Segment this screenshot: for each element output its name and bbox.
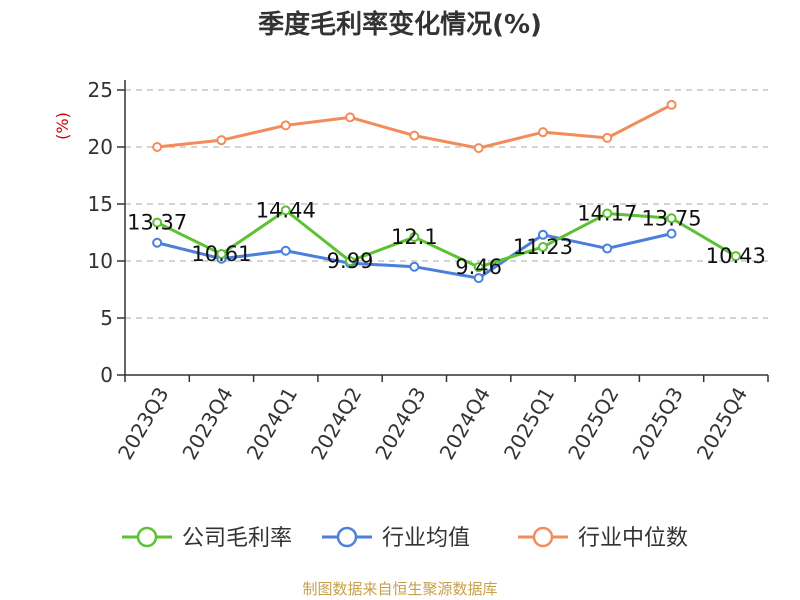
data-label: 12.1 — [391, 225, 438, 249]
data-point — [409, 261, 420, 272]
data-point — [152, 217, 163, 228]
data-point — [473, 143, 484, 154]
data-label: 9.99 — [327, 249, 374, 273]
data-label: 9.46 — [455, 255, 502, 279]
data-point — [473, 262, 484, 273]
data-point — [409, 232, 420, 243]
data-point — [537, 229, 548, 240]
data-point — [345, 256, 356, 267]
y-axis-ticks: 0 5 10 15 20 25 — [88, 78, 125, 387]
data-point — [409, 130, 420, 141]
data-point — [666, 99, 677, 110]
data-point — [602, 132, 613, 143]
legend-label: 行业均值 — [382, 526, 470, 551]
x-tick-label: 2024Q4 — [435, 383, 495, 464]
x-tick-label: 2025Q4 — [692, 383, 752, 464]
data-point — [537, 127, 548, 138]
x-tick-label: 2025Q1 — [499, 383, 559, 464]
data-point — [602, 243, 613, 254]
chart-title: 季度毛利率变化情况(%) — [258, 10, 542, 40]
y-tick-label: 20 — [88, 135, 113, 159]
data-point — [473, 273, 484, 284]
legend: 公司毛利率 行业均值 行业中位数 — [122, 526, 688, 551]
legend-marker — [336, 526, 358, 548]
data-point — [152, 142, 163, 152]
y-tick-label: 25 — [88, 78, 113, 102]
x-tick-label: 2025Q2 — [563, 383, 623, 464]
x-tick-label: 2023Q4 — [177, 383, 237, 464]
data-point — [602, 208, 613, 219]
legend-label: 公司毛利率 — [182, 526, 292, 551]
data-point — [280, 205, 291, 216]
legend-marker — [136, 526, 158, 548]
data-point — [280, 120, 291, 131]
data-label: 13.37 — [127, 211, 187, 235]
x-tick-label: 2024Q3 — [370, 383, 430, 464]
data-point — [152, 237, 163, 248]
data-point — [666, 213, 677, 224]
series-line — [156, 103, 673, 150]
x-tick-label: 2024Q1 — [242, 383, 302, 464]
x-tick-label: 2024Q2 — [306, 383, 366, 464]
y-tick-label: 10 — [88, 249, 113, 273]
legend-label: 行业中位数 — [578, 526, 688, 551]
data-label: 14.17 — [577, 201, 637, 225]
data-point — [537, 241, 548, 252]
series-0 — [152, 205, 741, 273]
legend-item: 行业中位数 — [518, 526, 688, 551]
series-2 — [152, 99, 677, 154]
legend-item: 行业均值 — [322, 526, 470, 551]
data-label: 13.75 — [641, 206, 701, 230]
x-tick-label: 2023Q3 — [113, 383, 173, 464]
series-group — [152, 99, 741, 284]
legend-item: 公司毛利率 — [122, 526, 292, 551]
x-axis-ticks: 2023Q3 2023Q4 2024Q1 2024Q2 2024Q3 2024Q4 2025… — [113, 375, 769, 464]
data-point — [280, 245, 291, 256]
data-label: 11.23 — [513, 235, 573, 259]
x-tick-label: 2025Q3 — [627, 383, 687, 464]
data-point — [216, 249, 227, 260]
data-point — [730, 251, 741, 262]
data-point — [666, 228, 677, 239]
source-note: 制图数据来自恒生聚源数据库 — [302, 580, 498, 598]
data-point — [216, 135, 227, 146]
grid-lines — [125, 89, 768, 319]
data-label: 10.43 — [706, 244, 766, 268]
data-label: 14.44 — [256, 198, 316, 222]
data-label: 10.61 — [191, 242, 251, 266]
series-line — [156, 208, 737, 269]
y-tick-label: 0 — [100, 363, 113, 387]
legend-marker — [532, 526, 554, 548]
y-axis-label: (%) — [53, 112, 72, 140]
y-tick-label: 5 — [100, 306, 113, 330]
y-tick-label: 15 — [88, 192, 113, 216]
data-point — [345, 112, 356, 123]
